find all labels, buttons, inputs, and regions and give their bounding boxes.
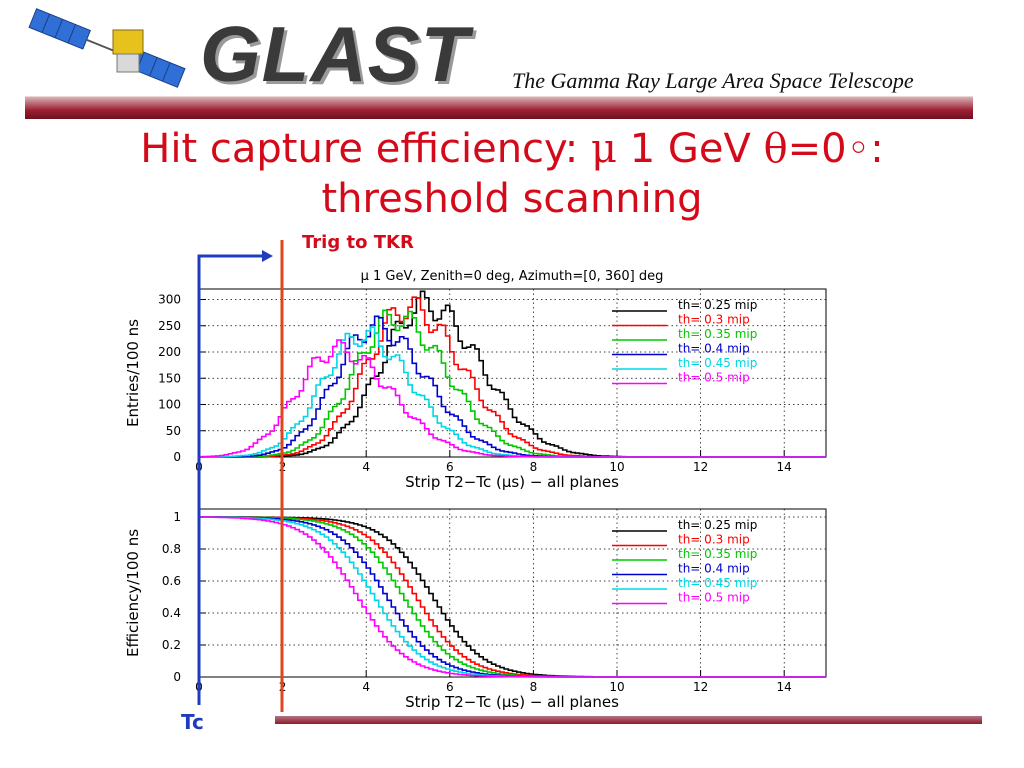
legend-label: th= 0.3 mip: [678, 533, 750, 547]
legend-label: th= 0.35 mip: [678, 547, 757, 561]
slide-title: Hit capture efficiency: μ 1 GeV θ=0◦: th…: [0, 124, 1024, 224]
x-tick-label: 12: [693, 680, 708, 694]
y-tick-label: 50: [166, 424, 181, 438]
legend-label: th= 0.5 mip: [678, 591, 750, 605]
y-tick-label: 150: [158, 371, 181, 385]
x-tick-label: 4: [362, 460, 370, 474]
x-tick-label: 4: [362, 680, 370, 694]
y-tick-label: 0.8: [162, 542, 181, 556]
y-tick-label: 0.2: [162, 638, 181, 652]
title-mu-symbol: μ: [591, 126, 617, 172]
tc-arrowhead: [262, 250, 273, 262]
title-line-1: Hit capture efficiency: μ 1 GeV θ=0◦:: [0, 124, 1024, 174]
timing-overlay: [197, 240, 284, 712]
legend-label: th= 0.25 mip: [678, 518, 757, 532]
legend-label: th= 0.4 mip: [678, 342, 750, 356]
y-tick-label: 0: [173, 450, 181, 464]
y-axis-label: Efficiency/100 ns: [124, 529, 142, 657]
title-part-3: =0: [787, 126, 847, 172]
x-axis-label: Strip T2−Tc (μs) − all planes: [405, 473, 619, 491]
y-tick-label: 1: [173, 510, 181, 524]
y-axis-label: Entries/100 ns: [124, 319, 142, 427]
legend-label: th= 0.25 mip: [678, 298, 757, 312]
x-tick-label: 8: [530, 680, 538, 694]
x-tick-label: 6: [446, 460, 454, 474]
x-axis-label: Strip T2−Tc (μs) − all planes: [405, 693, 619, 711]
title-part-4: :: [870, 126, 884, 172]
series-line: [199, 339, 826, 458]
satellite-icon: [28, 8, 186, 88]
header-bar: [25, 96, 973, 119]
legend-label: th= 0.35 mip: [678, 327, 757, 341]
tc-label: Tc: [181, 710, 204, 734]
legend-label: th= 0.45 mip: [678, 576, 757, 590]
x-tick-label: 10: [609, 460, 624, 474]
title-line-2: threshold scanning: [321, 176, 703, 222]
y-tick-label: 0.4: [162, 606, 181, 620]
legend-label: th= 0.3 mip: [678, 313, 750, 327]
title-degree-symbol: ◦: [846, 126, 871, 172]
y-tick-label: 250: [158, 319, 181, 333]
title-theta-symbol: θ: [763, 126, 788, 172]
footer-bar: [275, 716, 982, 724]
y-tick-label: 0: [173, 670, 181, 684]
entries-histogram: 02468101214050100150200250300Strip T2−Tc…: [124, 269, 827, 491]
x-tick-label: 14: [777, 460, 792, 474]
legend-label: th= 0.45 mip: [678, 356, 757, 370]
x-tick-label: 10: [609, 680, 624, 694]
trig-to-tkr-label: Trig to TKR: [302, 232, 414, 253]
chart-title: μ 1 GeV, Zenith=0 deg, Azimuth=[0, 360] …: [361, 269, 664, 284]
x-tick-label: 14: [777, 680, 792, 694]
glast-logo: GLAST: [200, 10, 470, 98]
title-part-2: 1 GeV: [617, 126, 764, 172]
y-tick-label: 100: [158, 398, 181, 412]
y-tick-label: 300: [158, 293, 181, 307]
tc-arrow: [197, 254, 262, 705]
legend-label: th= 0.4 mip: [678, 562, 750, 576]
y-tick-label: 0.6: [162, 574, 181, 588]
x-tick-label: 8: [530, 460, 538, 474]
slide-header: GLAST The Gamma Ray Large Area Space Tel…: [0, 0, 1024, 120]
x-tick-label: 6: [446, 680, 454, 694]
header-tagline: The Gamma Ray Large Area Space Telescope: [512, 68, 914, 93]
x-tick-label: 12: [693, 460, 708, 474]
legend-label: th= 0.5 mip: [678, 371, 750, 385]
y-tick-label: 200: [158, 345, 181, 359]
title-part-1: Hit capture efficiency:: [140, 126, 591, 172]
